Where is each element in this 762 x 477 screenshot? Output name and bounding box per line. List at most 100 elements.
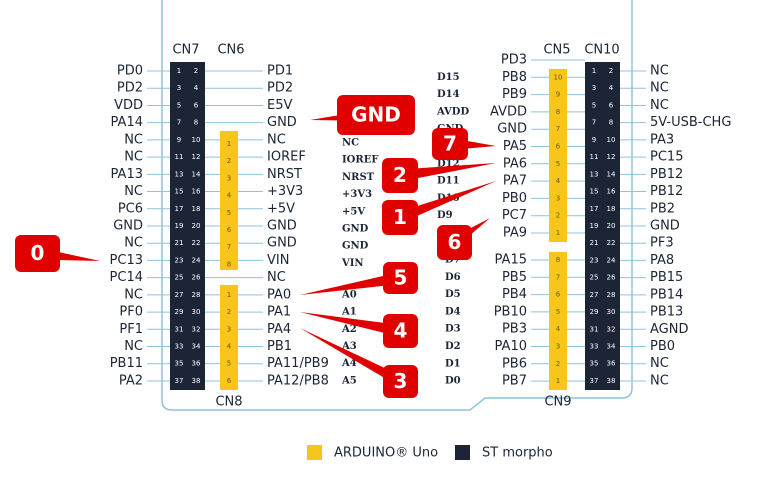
pin-number: 36: [607, 360, 616, 368]
callout-label: 5: [394, 266, 408, 290]
pin-number: 18: [192, 205, 201, 213]
pin-number: 28: [192, 291, 201, 299]
pin-number: 1: [556, 229, 560, 237]
pin-number: 21: [175, 239, 184, 247]
callout-label: 3: [394, 369, 408, 393]
pin-label: PD2: [117, 81, 143, 96]
pin-number: 27: [175, 291, 184, 299]
pin-label: PC15: [650, 150, 683, 165]
pin-label: NC: [650, 373, 669, 388]
pin-number: 2: [227, 308, 231, 316]
pin-number: 32: [607, 325, 616, 333]
pin-number: 37: [590, 377, 599, 385]
callout-pointer: [300, 328, 401, 388]
pin-label: PB2: [650, 201, 675, 216]
pin-number: 9: [556, 91, 560, 99]
pin-label: PF1: [119, 322, 143, 337]
pin-label: PA1: [267, 305, 291, 320]
callout: 7: [432, 128, 496, 160]
pin-number: 13: [175, 170, 184, 178]
pin-number: 15: [590, 188, 599, 196]
pin-label: NC: [124, 287, 143, 302]
pin-label: PF3: [650, 236, 674, 251]
callout-pointer: [300, 312, 401, 337]
callout: 0: [15, 235, 100, 272]
pin-number: 34: [607, 343, 616, 351]
pin-label: VDD: [114, 98, 143, 113]
pin-number: 11: [175, 153, 184, 161]
pin-number: 9: [177, 136, 181, 144]
pin-label: PC6: [118, 201, 143, 216]
callout-box: [383, 365, 418, 398]
pin-number: 9: [592, 136, 596, 144]
pin-number: 2: [556, 360, 560, 368]
callout-box: [383, 314, 418, 348]
pin-label: AGND: [650, 322, 688, 337]
pin-number: 8: [556, 256, 560, 264]
pin-number: 5: [177, 101, 181, 109]
pin-number: 33: [175, 343, 184, 351]
pin-number: 38: [192, 377, 201, 385]
pin-number: 10: [554, 73, 563, 81]
pin-label: PB7: [502, 374, 527, 389]
pin-number: 3: [177, 84, 181, 92]
pin-number: 2: [227, 157, 231, 165]
pin-label: E5V: [267, 98, 292, 113]
pin-label: +3V3: [267, 184, 303, 199]
pin-number: 24: [192, 256, 201, 264]
pin-number: 12: [192, 153, 201, 161]
callout: GND: [310, 95, 415, 135]
pin-number: 25: [175, 274, 184, 282]
pin-number: 14: [607, 170, 616, 178]
callout-box: [382, 158, 418, 193]
pin-number: 22: [192, 239, 201, 247]
pin-label: PB15: [650, 270, 683, 285]
pin-number: 36: [192, 360, 201, 368]
pin-label: NC: [124, 236, 143, 251]
pin-label: PB8: [502, 70, 527, 85]
pin-number: 26: [192, 274, 201, 282]
cn8-header: [220, 285, 238, 390]
callout-box: [15, 235, 60, 272]
legend-label: ST morpho: [482, 446, 553, 461]
header-name: CN6: [217, 43, 244, 58]
pin-number: 3: [592, 84, 596, 92]
pin-label: AVDD: [490, 104, 527, 119]
arduino-label: D11: [437, 176, 460, 187]
pin-number: 3: [227, 174, 231, 182]
pin-number: 1: [227, 291, 231, 299]
pin-number: 3: [556, 343, 560, 351]
arduino-label: +3V3: [342, 189, 372, 200]
pin-label: PB12: [650, 167, 683, 182]
arduino-label: VIN: [341, 258, 364, 269]
arduino-label: A3: [341, 341, 357, 352]
pin-label: PF0: [119, 305, 143, 320]
pin-label: PB6: [502, 356, 527, 371]
pin-number: 1: [556, 377, 560, 385]
arduino-label: AVDD: [436, 106, 469, 117]
callout-box: [383, 262, 418, 294]
pin-label: NC: [267, 132, 286, 147]
pin-number: 31: [590, 325, 599, 333]
pin-number: 13: [590, 170, 599, 178]
callout: 5: [300, 262, 418, 295]
pin-label: GND: [267, 115, 297, 130]
pin-number: 2: [556, 212, 560, 220]
header-name: CN9: [544, 395, 571, 410]
pin-label: PA10: [495, 339, 527, 354]
pin-number: 29: [175, 308, 184, 316]
pin-number: 5: [227, 209, 231, 217]
arduino-label: D4: [445, 306, 461, 317]
pin-number: 6: [556, 291, 561, 299]
arduino-label: D14: [437, 89, 460, 100]
pin-number: 5: [556, 308, 560, 316]
pin-label: PC7: [502, 208, 527, 223]
pin-label: PD0: [117, 64, 143, 79]
callout-pointer: [400, 181, 496, 224]
pin-label: NRST: [267, 167, 302, 182]
arduino-label: A1: [341, 307, 357, 318]
arduino-label: D0: [445, 376, 461, 387]
cn10-header: [585, 62, 620, 390]
pin-number: 1: [177, 67, 181, 75]
